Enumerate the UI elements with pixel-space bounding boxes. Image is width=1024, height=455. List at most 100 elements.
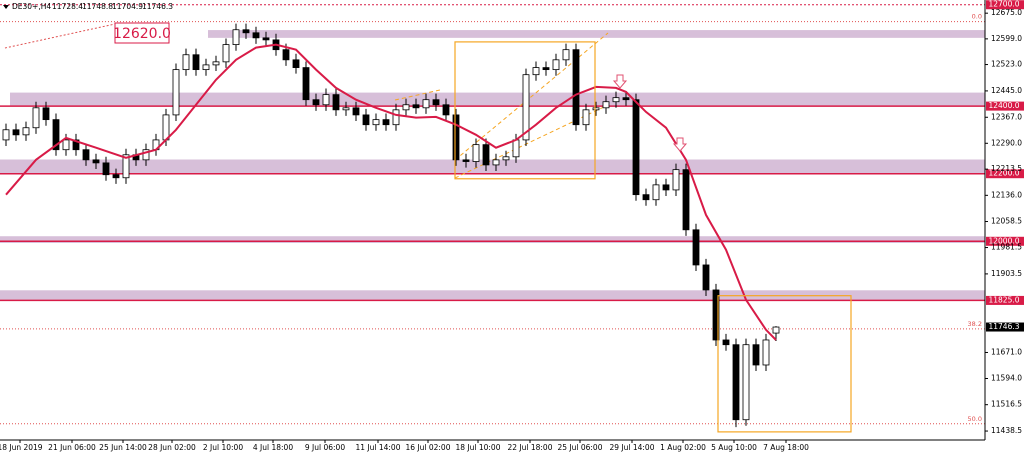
candle-body [692,229,700,266]
x-tick-label: 18 Jul 10:00 [456,443,501,452]
candle-body [202,64,210,71]
candle-body [582,109,590,126]
candle-body [432,99,440,106]
candle-body [112,174,120,179]
candle-body [472,144,480,162]
level-label-bg [986,0,1024,10]
candle-body [672,169,680,191]
y-tick-label: 11594.0 [991,373,1022,382]
candle-body [212,61,220,66]
x-tick-label: 1 Aug 02:00 [660,443,706,452]
candle-body [292,59,300,68]
y-tick-label: 12675.0 [991,8,1022,17]
level-label: 12000.0 [988,236,1019,245]
candle-body [32,107,40,129]
candle-body [102,162,110,176]
candle-body [242,29,250,34]
candle-body [252,32,260,39]
level-label: 12200.0 [988,169,1019,178]
candle-body [542,67,550,71]
x-tick-label: 25 Jun 14:00 [99,443,147,452]
menu-icon [3,5,9,9]
candle-body [592,107,600,111]
candle-body [222,44,230,63]
candle-body [452,114,460,161]
candle-body [282,49,290,61]
candle-body [162,114,170,141]
chart-title: DE30+,H4 [12,2,51,11]
candle-body [42,107,50,121]
y-tick-label: 11671.0 [991,347,1022,356]
candle-body [122,154,130,179]
header-value: 11748.8 [82,2,113,11]
candle-body [702,264,710,291]
candle-body [82,149,90,161]
highlight-box [717,295,852,433]
candle-body [142,149,150,161]
candle-body [572,49,580,126]
y-tick-label: 12290.0 [991,138,1022,147]
y-tick-label: 12367.0 [991,112,1022,121]
candle-body [302,67,310,101]
arrow-marker [612,74,628,89]
candle-body [502,156,510,161]
y-tick-label: 11516.5 [991,400,1022,409]
candle-body [442,104,450,116]
candle-body [362,114,370,126]
candle-body [652,184,660,201]
candle-body [62,139,70,151]
highlight-box [454,41,596,180]
candle-body [232,29,240,46]
fib-label: 38.2 [968,320,982,328]
candle-body [422,99,430,109]
candles [2,23,780,428]
candle-body [312,99,320,106]
candle-body [182,54,190,71]
x-tick-label: 21 Jun 06:00 [48,443,96,452]
candle-body [522,74,530,141]
channel-line [454,32,609,161]
candle-body [52,119,60,151]
candle-body [742,344,750,421]
candle-body [612,97,620,103]
header-value: 11746.3 [142,2,173,11]
ma-line [5,43,777,341]
candle-body [92,159,100,164]
y-tick-label: 12599.0 [991,34,1022,43]
x-tick-label: 2 Jul 10:00 [203,443,243,452]
y-tick-label: 11903.5 [991,269,1022,278]
candle-body [382,119,390,126]
candle-body [2,129,10,141]
candle-body [262,37,270,41]
candle-body [562,49,570,61]
x-tick-label: 11 Jul 14:00 [356,443,401,452]
x-tick-label: 18 Jun 2019 [0,443,43,452]
x-tick-label: 5 Aug 10:00 [711,443,757,452]
header-value: 11728.4 [52,2,83,11]
y-tick-label: 11981.5 [991,243,1022,252]
candle-body [622,97,630,101]
fib-label: 50.0 [968,415,982,423]
x-tick-label: 25 Jul 06:00 [558,443,603,452]
last-price-label: 11746.3 [988,322,1019,331]
arrow-marker [672,137,688,152]
channel-line [454,104,609,179]
level-label-bg [986,169,1024,179]
y-tick-label: 12523.0 [991,60,1022,69]
channel-line [394,89,441,101]
y-tick-label: 12058.5 [991,217,1022,226]
candle-body [662,184,670,191]
level-label-bg [986,295,1024,305]
level-label-bg [986,101,1024,111]
header-value: 11704.9 [112,2,143,11]
zone [10,92,985,107]
trend-line [4,23,116,49]
candle-body [372,119,380,126]
candle-body [392,109,400,126]
last-price-bg [986,322,1024,332]
level-label: 11825.0 [988,295,1019,304]
candle-body [712,289,720,341]
candle-body [482,144,490,166]
candle-body [22,127,30,136]
candle-body [632,99,640,196]
